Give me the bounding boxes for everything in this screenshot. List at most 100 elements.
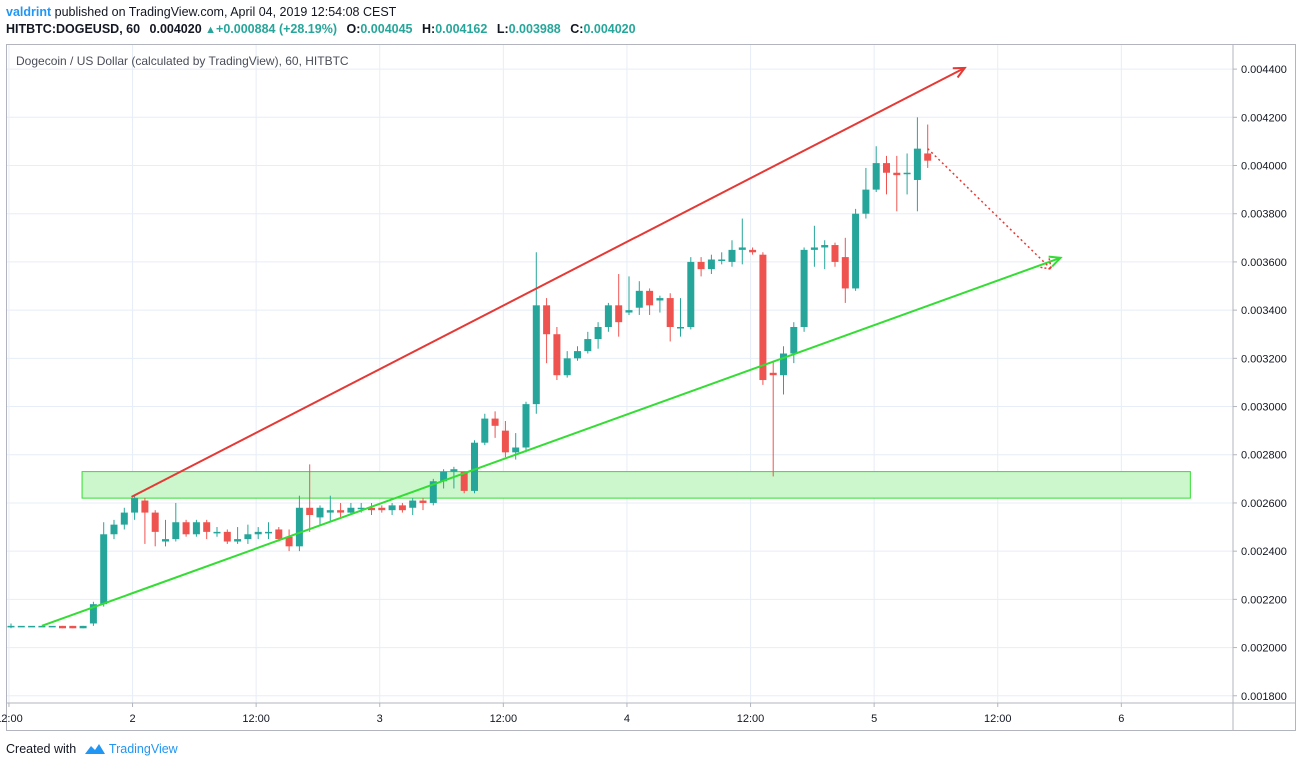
candle-body [831,245,839,262]
low-label: L: [496,22,509,36]
candle-body [687,261,695,327]
tradingview-link[interactable]: TradingView [108,742,178,756]
candle-body [192,522,200,535]
created-with-text: Created with [6,742,77,756]
tradingview-logo-icon [84,742,106,759]
candle-body [429,481,437,503]
candle-body [409,500,417,508]
candle-body [913,148,921,180]
candle-body [862,189,870,214]
candle-body [604,305,612,327]
candle-body [203,522,211,532]
time-tick-label: 12:00 [984,713,1012,725]
candle-body [666,298,674,327]
candle-body [38,625,46,628]
candles [7,117,932,629]
candle-body [543,305,551,335]
candle-body [491,418,499,426]
candle-body [769,372,777,376]
low-value: 0.003988 [508,22,561,36]
time-tick-label: 5 [871,713,877,725]
candle-body [718,259,726,262]
candle-body [440,471,448,482]
support-zone[interactable] [81,471,1191,499]
candle-body [275,529,283,540]
support-line [41,256,1061,627]
candle-body [707,259,715,270]
candle-body [28,625,36,628]
open-value: 0.004045 [360,22,413,36]
time-tick-label: 12:00 [0,713,23,725]
chart-title: Dogecoin / US Dollar (calculated by Trad… [16,54,349,68]
candle-body [162,539,169,542]
candle-body [460,471,468,491]
chart-frame [6,44,1296,731]
candle-body [728,249,736,262]
footer: Created with TradingView [6,742,178,759]
candle-body [780,353,787,376]
price-tick-label: 0.003800 [1241,209,1287,221]
candle-body [172,522,180,540]
candle-body [337,510,345,513]
price-change: +0.000884 (+28.19%) [216,22,337,36]
candle-body [810,247,818,250]
candle-body [213,531,221,534]
candle-body [285,536,293,547]
candle-body [223,531,231,542]
time-tick-label: 3 [377,713,383,725]
resistance-line [131,67,966,498]
candle-body [89,604,97,624]
resistance-line-arrowhead [952,66,967,79]
close-value: 0.004020 [583,22,636,36]
symbol-name: HITBTC:DOGEUSD, 60 [6,22,141,36]
time-tick-label: 2 [129,713,135,725]
support-line-arrowhead [1048,255,1063,268]
candle-body [79,625,87,629]
candle-body [522,404,530,448]
published-text: published on TradingView.com, April 04, … [54,5,397,19]
candle-body [841,257,849,289]
candle-body [635,290,643,308]
candle-body [120,512,128,525]
price-tick-label: 0.002600 [1241,498,1287,510]
candle-body [59,625,66,629]
candle-body [378,507,386,511]
grid [7,45,1233,703]
candle-body [749,249,757,253]
candle-body [481,418,489,443]
candle-body [254,531,262,535]
candle-body [368,507,375,511]
candle-body [759,254,767,381]
publish-info: valdrint published on TradingView.com, A… [6,5,396,19]
candle-body [7,625,15,628]
high-value: 0.004162 [435,22,488,36]
candle-body [316,507,324,518]
candle-body [17,625,25,628]
candle-body [821,245,829,248]
price-tick-label: 0.003400 [1241,305,1287,317]
candle-body [419,500,427,503]
candle-body [903,172,911,175]
close-label: C: [570,22,584,36]
price-tick-label: 0.002800 [1241,450,1287,462]
price-tick-label: 0.003200 [1241,353,1287,365]
candle-body [924,153,932,161]
candle-body [244,534,252,540]
candle-body [48,625,56,628]
candle-body [656,298,664,301]
price-tick-label: 0.003600 [1241,257,1287,269]
price-axis: 0.004400 0.004200 0.004000 0.003800 0.003600… [1233,64,1287,703]
time-tick-label: 4 [624,713,630,725]
candle-body [398,505,406,511]
candle-body [594,327,602,340]
candle-body [893,172,901,176]
candle-body [790,327,798,354]
candle-body [677,327,684,329]
candle-body [615,305,623,323]
candle-body [697,261,705,270]
candle-body [532,305,540,405]
author-link[interactable]: valdrint [6,5,52,19]
last-price: 0.004020 [149,22,202,36]
candle-body [388,505,396,511]
